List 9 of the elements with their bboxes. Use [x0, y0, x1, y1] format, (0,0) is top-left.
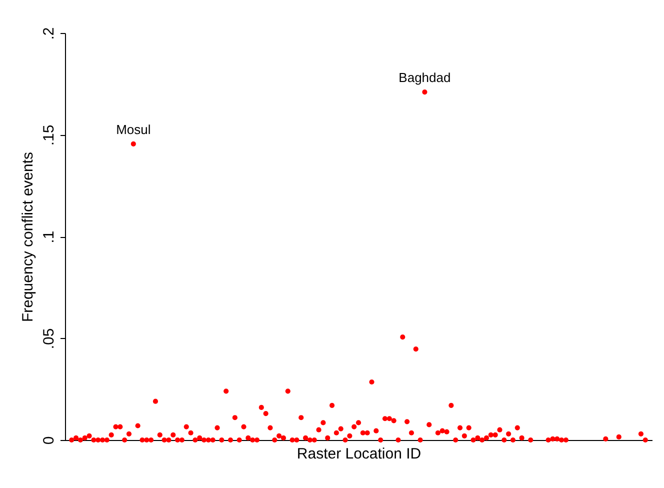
- y-axis-title: Frequency conflict events: [20, 152, 36, 322]
- annotation: Mosul: [116, 122, 151, 137]
- annotation: Baghdad: [398, 70, 451, 86]
- x-axis-title: Raster Location ID: [296, 446, 422, 462]
- y-tick-label: .1: [40, 230, 58, 244]
- y-tick-label: .2: [40, 27, 58, 40]
- y-tick-label: 0: [40, 436, 58, 445]
- y-tick-label: .05: [40, 328, 58, 350]
- y-tick-label: .15: [40, 124, 58, 146]
